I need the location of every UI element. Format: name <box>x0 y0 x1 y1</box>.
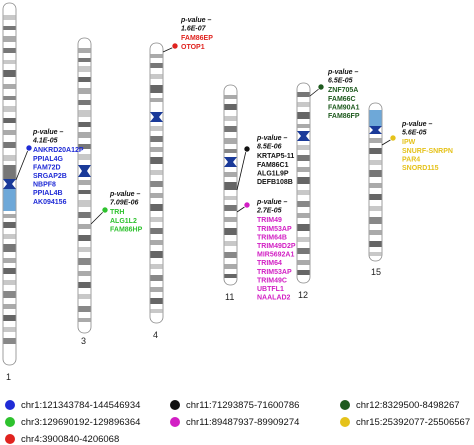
chromosome-3 <box>77 37 92 334</box>
gene-label: FAM72D <box>33 164 61 171</box>
legend-label: chr12:8329500-8498267 <box>356 400 460 411</box>
gene-label: FAM86FP <box>328 113 360 120</box>
gene-label: SNURF-SNRPN <box>402 148 453 155</box>
gene-label: TRIM49C <box>257 277 287 284</box>
gene-label: ALG1L2 <box>110 218 137 225</box>
pvalue-number: 6.5E-05 <box>328 78 353 85</box>
legend-label: chr11:89487937-89909274 <box>186 417 299 428</box>
gene-label: TRIM64 <box>257 260 282 267</box>
gene-label: DEFB108B <box>257 179 293 186</box>
pvalue-number: 4.1E-05 <box>32 138 58 145</box>
annotation-chr1: p-value – 4.1E-05 ANKRD20A12P PPIAL4GFAM72D… <box>32 129 84 206</box>
gene-label: ALG1L9P <box>257 170 289 177</box>
pvalue-label: p-value – <box>109 191 140 198</box>
pvalue-label: p-value – <box>32 129 63 136</box>
gene-label: OTOP1 <box>181 44 205 51</box>
gene-label: UBTFL1 <box>257 286 284 293</box>
gene-label: MIR5692A1 <box>257 252 294 259</box>
gene-label: IPW <box>402 139 416 146</box>
pvalue-label: p-value – <box>401 121 432 128</box>
legend-label: chr15:25392077-25506567 <box>356 417 470 428</box>
chromosome-11 <box>223 84 238 286</box>
pvalue-number: 5.6E-05 <box>402 130 427 137</box>
legend-swatch <box>340 417 350 427</box>
legend-swatch <box>170 400 180 410</box>
chromosome-label: 1 <box>6 372 11 382</box>
gene-label: FAM86HP <box>110 226 143 233</box>
chr12-marker <box>317 83 325 91</box>
gene-label: PPIAL4B <box>33 190 63 197</box>
chromosome-label: 3 <box>81 336 86 346</box>
pvalue-label: p-value – <box>256 199 287 206</box>
legend: chr1:121343784-144546934 chr11:71293875-7… <box>5 400 470 445</box>
gene-label: AK094156 <box>33 199 67 206</box>
legend-label: chr11:71293875-71600786 <box>186 400 299 411</box>
gene-label: SRGAP2B <box>33 173 67 180</box>
annotation-chr11b: p-value –2.7E-05TRIM49TRIM53APTRIM64BTRI… <box>256 199 296 302</box>
gene-label: FAM86C1 <box>257 162 289 169</box>
gene-label: FAM66C <box>328 96 356 103</box>
pvalue-label: p-value – <box>327 69 358 76</box>
pvalue-number: 2.7E-05 <box>256 208 282 215</box>
gene-label: NBPF8 <box>33 182 56 189</box>
pvalue-number: 8.5E-06 <box>257 144 282 151</box>
chromosome-label: 4 <box>153 330 158 340</box>
gene-label: TRIM53AP <box>257 226 292 233</box>
gene-label: TRIM49D2P <box>257 243 296 250</box>
gene-label: NAALAD2 <box>257 295 291 302</box>
chromosome-4 <box>149 42 164 324</box>
gene-label: ZNF705A <box>328 87 358 94</box>
chromosome-label: 15 <box>371 267 381 277</box>
pvalue-number: 7.09E-06 <box>110 200 139 207</box>
legend-swatch <box>340 400 350 410</box>
gene-label: PPIAL4G <box>33 156 64 163</box>
gene-label: TRIM53AP <box>257 269 292 276</box>
legend-swatch <box>5 434 15 444</box>
annotation-chr4: p-value – 1.6E-07 FAM86EP OTOP1 <box>180 17 213 51</box>
gene-label: KRTAP5-11 <box>257 153 294 160</box>
chr15-marker <box>389 134 397 142</box>
chr1-marker <box>25 144 33 152</box>
gene-label: FAM86EP <box>181 35 213 42</box>
chromosome-15 <box>368 102 383 262</box>
legend-label: chr4:3900840-4206068 <box>21 434 119 445</box>
gene-label: TRH <box>110 209 124 216</box>
legend-label: chr3:129690192-129896364 <box>21 417 140 428</box>
gene-label: TRIM49 <box>257 217 282 224</box>
gene-label: TRIM64B <box>257 234 287 241</box>
gene-label: ANKRD20A12P <box>33 147 84 154</box>
chr4-marker <box>171 42 179 50</box>
chr11b-marker <box>243 201 251 209</box>
legend-swatch <box>5 417 15 427</box>
chromosome-12 <box>296 82 311 284</box>
pvalue-label: p-value – <box>256 135 287 142</box>
gene-label: FAM90A1 <box>328 104 360 111</box>
gene-label: SNORD115 <box>402 165 439 172</box>
chr11a-marker <box>243 145 251 153</box>
pvalue-label: p-value – <box>180 17 211 24</box>
legend-label: chr1:121343784-144546934 <box>21 400 140 411</box>
legend-swatch <box>170 417 180 427</box>
gene-label: PAR4 <box>402 156 420 163</box>
chromosome-label: 11 <box>225 292 234 302</box>
legend-swatch <box>5 400 15 410</box>
chromosome-1 <box>2 2 17 366</box>
chr3-marker <box>101 206 109 214</box>
chromosome-label: 12 <box>298 290 308 300</box>
pvalue-number: 1.6E-07 <box>181 26 207 33</box>
